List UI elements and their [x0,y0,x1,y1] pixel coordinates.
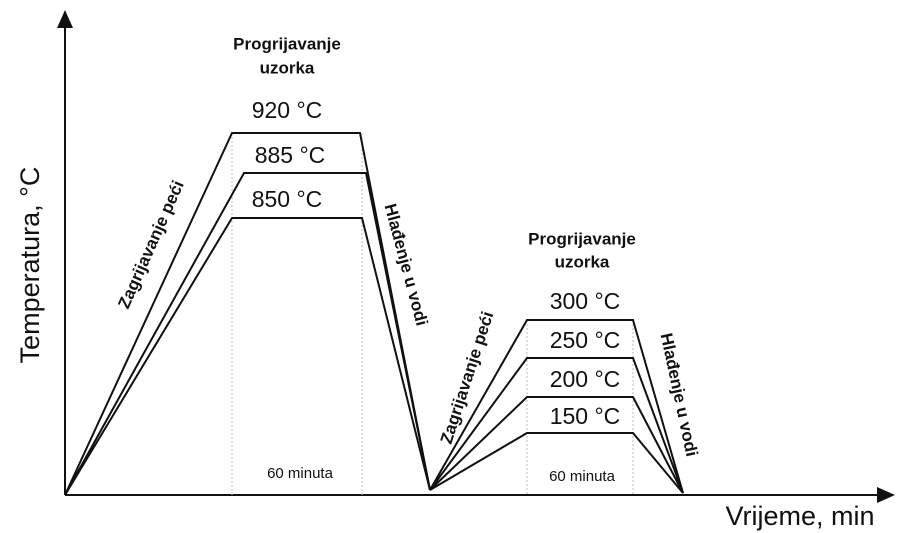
stage-title: Progrijavanje [233,34,341,53]
stage-title: Progrijavanje [528,229,636,248]
stage-title: uzorka [260,58,315,77]
heating-label: Zagrijavanje peći [114,178,187,312]
temp-label: 200 °C [550,366,621,392]
stage-title: uzorka [555,252,610,271]
duration: 60 minuta [549,468,616,485]
cooling-label: Hlađenje u vodi [381,202,432,328]
temp-label: 850 °C [252,186,323,212]
y-label: Temperatura, °C [15,167,45,364]
temp-label: 250 °C [550,327,621,353]
temp-label: 300 °C [550,288,621,314]
x-label: Vrijeme, min [725,501,874,531]
temp-label: 885 °C [255,142,326,168]
duration: 60 minuta [267,465,334,482]
temp-label: 920 °C [252,97,323,123]
temp-label: 150 °C [550,403,621,429]
curves [64,132,684,496]
